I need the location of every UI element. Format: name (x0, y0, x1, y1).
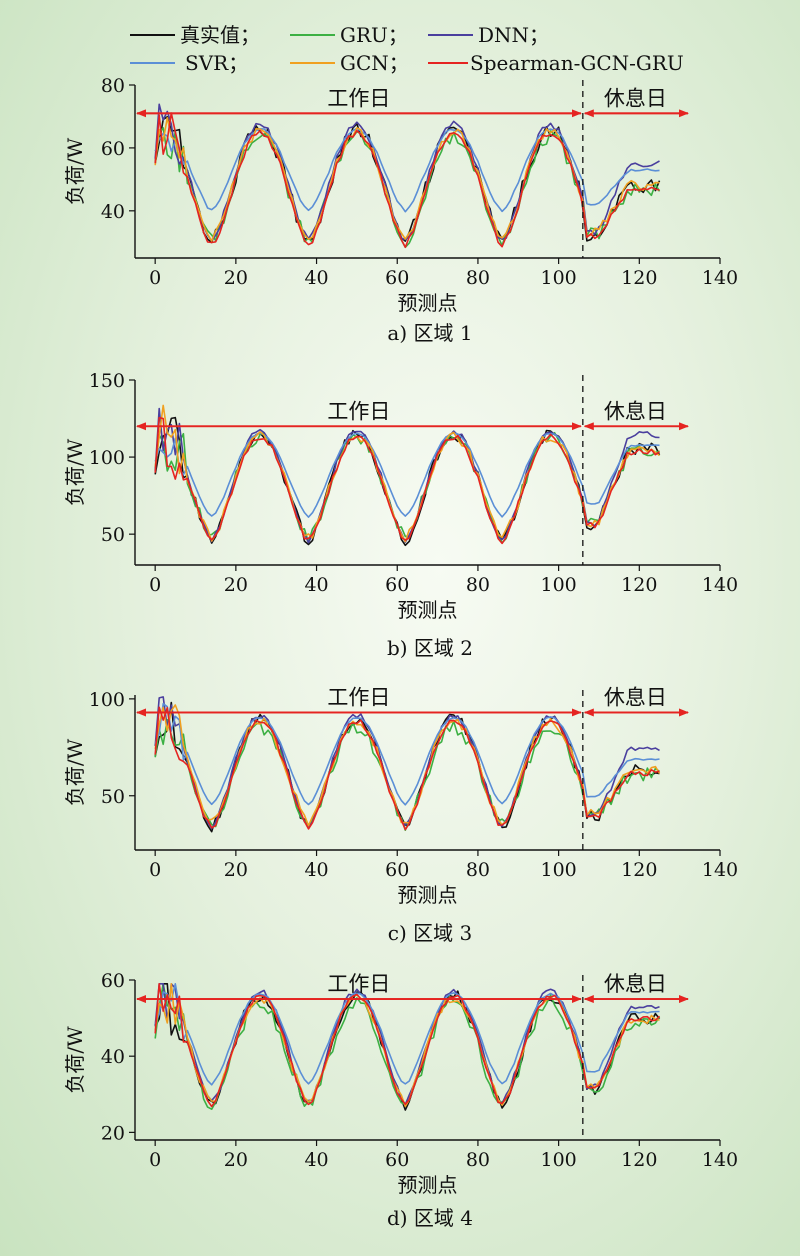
x-axis-label: 预测点 (398, 598, 458, 622)
x-tick-label: 120 (621, 267, 657, 289)
legend-label-dnn: DNN； (478, 23, 549, 47)
workday-label: 工作日 (327, 685, 390, 709)
series-line-svr (154, 982, 660, 1086)
x-tick-label: 80 (466, 1149, 490, 1171)
x-tick-label: 80 (466, 859, 490, 881)
x-tick-label: 0 (149, 574, 161, 596)
panel-caption: d) 区域 4 (387, 1206, 473, 1230)
y-tick-label: 100 (89, 447, 125, 469)
y-axis-label: 负荷/W (63, 1026, 87, 1094)
y-tick-label: 100 (89, 689, 125, 711)
panel-caption: b) 区域 2 (387, 636, 473, 660)
restday-label: 休息日 (604, 685, 667, 709)
panel-1: 0 20 40 60 80 100 120 140 40 60 80 预测点 负荷/W a) 区域 1 工作… (63, 75, 738, 345)
legend-item-gru: GRU； (290, 23, 408, 47)
x-tick-label: 20 (224, 574, 248, 596)
panel-caption: a) 区域 1 (387, 321, 472, 345)
y-tick-label: 20 (101, 1122, 125, 1144)
x-tick-label: 40 (304, 267, 328, 289)
series-line-true (154, 416, 661, 547)
x-tick-label: 0 (149, 267, 161, 289)
x-tick-label: 80 (466, 574, 490, 596)
x-tick-label: 120 (621, 574, 657, 596)
y-tick-label: 50 (101, 524, 125, 546)
panel-3: 0 20 40 60 80 100 120 140 50 100 预测点 负荷/W c) 区域 3 工作日… (63, 685, 738, 945)
workday-label: 工作日 (327, 86, 390, 110)
legend-label-true: 真实值； (180, 23, 260, 47)
series-line-spearman (154, 706, 660, 831)
x-tick-label: 120 (621, 859, 657, 881)
x-tick-label: 40 (304, 574, 328, 596)
x-tick-label: 40 (304, 859, 328, 881)
legend-label-gcn: GCN； (340, 51, 409, 75)
y-tick-label: 40 (101, 1046, 125, 1068)
legend: 真实值； GRU； DNN； SVR； GCN； Spearman-GCN-GR… (130, 23, 684, 75)
legend-item-svr: SVR； (130, 51, 248, 75)
series-line-spearman (154, 112, 660, 249)
y-axis-label: 负荷/W (63, 738, 87, 806)
legend-item-true: 真实值； (130, 23, 260, 47)
y-tick-label: 40 (101, 201, 125, 223)
legend-label-gru: GRU； (340, 23, 408, 47)
restday-label: 休息日 (604, 972, 667, 996)
series-line-svr (154, 702, 660, 806)
workday-label: 工作日 (327, 399, 390, 423)
x-tick-label: 100 (540, 574, 576, 596)
x-tick-label: 140 (702, 859, 738, 881)
x-tick-label: 20 (224, 1149, 248, 1171)
legend-item-gcn: GCN； (290, 51, 409, 75)
series-line-gcn (154, 404, 661, 543)
legend-item-dnn: DNN； (428, 23, 549, 47)
x-tick-label: 80 (466, 267, 490, 289)
x-tick-label: 40 (304, 1149, 328, 1171)
series-line-svr (154, 127, 660, 213)
x-tick-label: 0 (149, 859, 161, 881)
series-line-svr (154, 431, 660, 518)
x-tick-label: 20 (224, 267, 248, 289)
x-tick-label: 100 (540, 267, 576, 289)
workday-label: 工作日 (327, 972, 390, 996)
y-axis-label: 负荷/W (63, 137, 87, 205)
x-tick-label: 60 (385, 574, 409, 596)
x-tick-label: 140 (702, 267, 738, 289)
panel-caption: c) 区域 3 (388, 921, 472, 945)
x-axis-label: 预测点 (398, 883, 458, 907)
x-tick-label: 20 (224, 859, 248, 881)
legend-item-spearman: Spearman-GCN-GRU (428, 51, 684, 75)
panel-2: 0 20 40 60 80 100 120 140 50 100 150 预测点 负荷/W b) 区域 2… (63, 370, 738, 660)
x-tick-label: 140 (702, 1149, 738, 1171)
x-tick-label: 120 (621, 1149, 657, 1171)
series-line-spearman (154, 982, 661, 1108)
y-axis-label: 负荷/W (63, 438, 87, 506)
series-line-dnn (154, 696, 660, 830)
x-tick-label: 140 (702, 574, 738, 596)
y-tick-label: 60 (101, 138, 125, 160)
restday-label: 休息日 (604, 86, 667, 110)
x-tick-label: 60 (385, 267, 409, 289)
y-tick-label: 80 (101, 75, 125, 97)
x-tick-label: 60 (385, 1149, 409, 1171)
x-axis-label: 预测点 (398, 1173, 458, 1197)
series-line-spearman (154, 416, 660, 545)
y-tick-label: 60 (101, 970, 125, 992)
legend-label-svr: SVR； (185, 51, 248, 75)
legend-label-spearman: Spearman-GCN-GRU (470, 51, 684, 75)
series-line-dnn (154, 407, 660, 544)
y-tick-label: 50 (101, 786, 125, 808)
x-tick-label: 0 (149, 1149, 161, 1171)
x-tick-label: 100 (540, 1149, 576, 1171)
x-axis-label: 预测点 (398, 291, 458, 315)
series-line-true (154, 116, 661, 244)
series-line-true (154, 982, 661, 1111)
restday-label: 休息日 (604, 399, 667, 423)
x-tick-label: 60 (385, 859, 409, 881)
y-tick-label: 150 (89, 370, 125, 392)
x-tick-label: 100 (540, 859, 576, 881)
